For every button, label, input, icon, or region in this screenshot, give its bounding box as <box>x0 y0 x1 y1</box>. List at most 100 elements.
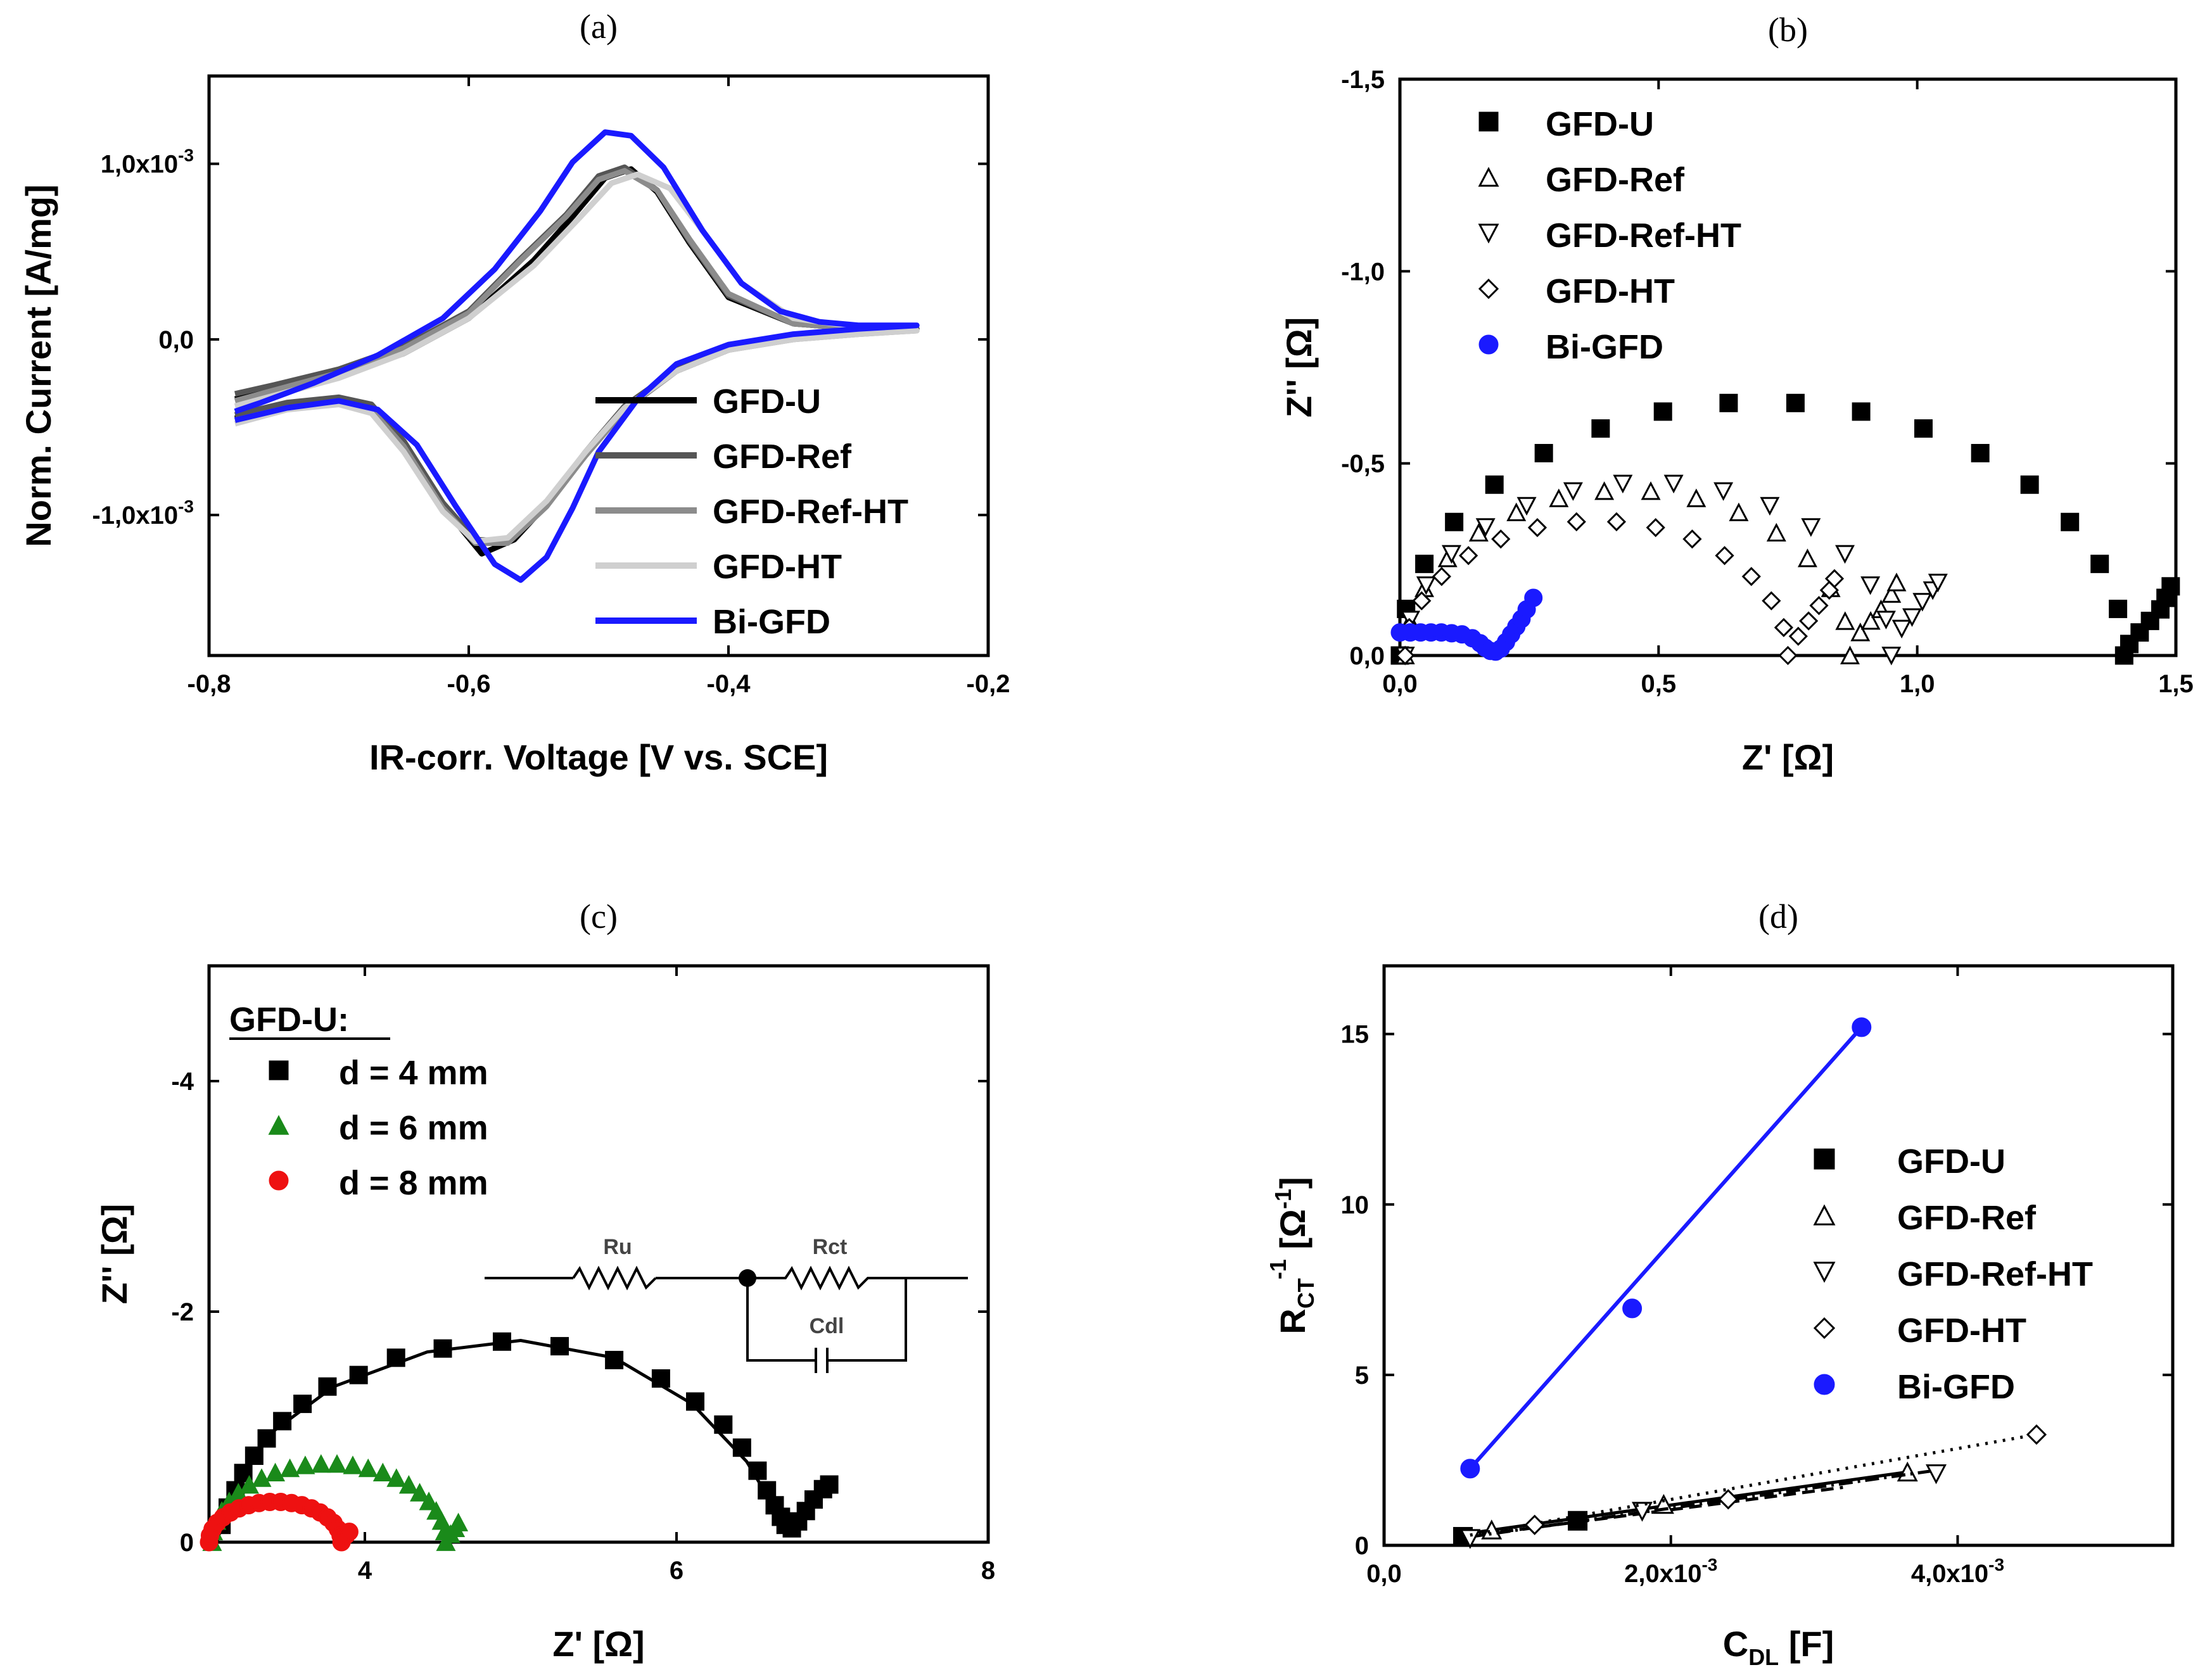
legend-marker <box>1813 1317 1836 1340</box>
series-d-=-8-mm <box>200 1493 359 1552</box>
y-axis-label: Z'' [Ω] <box>1279 317 1319 418</box>
legend-label: GFD-Ref-HT <box>713 493 908 531</box>
x-tick-label-text: 0,5 <box>1641 670 1677 698</box>
y-tick-label: 0,0 <box>1349 642 1385 670</box>
data-point <box>251 1468 272 1487</box>
legend-label: GFD-U <box>713 383 821 421</box>
y-tick-label-text: -1,0 <box>1341 258 1385 286</box>
data-point <box>1416 576 1436 595</box>
data-point <box>386 1348 405 1367</box>
data-point <box>1786 393 1805 412</box>
data-point <box>686 1392 705 1411</box>
x-tick-label-text: 6 <box>670 1557 683 1585</box>
data-point <box>433 1339 452 1358</box>
legend-label: GFD-HT <box>713 548 842 586</box>
y-tick-label: 0 <box>180 1529 194 1557</box>
y-tick-label-text: -2 <box>171 1298 194 1326</box>
data-point <box>1641 481 1661 500</box>
legend-label: d = 8 mm <box>339 1164 488 1202</box>
legend-marker <box>1813 1204 1836 1226</box>
y-tick-label-text: 5 <box>1355 1362 1369 1390</box>
legend-label: Bi-GFD <box>713 603 830 641</box>
data-point <box>1881 647 1902 666</box>
plot-frame <box>1382 964 2175 1547</box>
data-point <box>340 1523 359 1542</box>
legend-marker <box>1478 278 1499 300</box>
y-axis-label-sub: CT <box>1293 1278 1319 1308</box>
data-point <box>1881 584 1902 603</box>
data-point <box>1852 402 1871 421</box>
data-point <box>293 1395 312 1414</box>
y-tick-label: 0 <box>1355 1532 1369 1560</box>
legend-marker <box>269 1170 289 1191</box>
data-point <box>1809 596 1829 616</box>
series-gfd-u <box>1390 393 2180 665</box>
x-tick-label-exp: -3 <box>1701 1555 1717 1574</box>
data-point <box>1563 482 1583 501</box>
data-point <box>758 1481 777 1500</box>
plot-frame <box>207 74 990 657</box>
equivalent-circuit-inset: Ru Rct Cdl <box>485 1235 968 1373</box>
data-point <box>820 1475 839 1494</box>
y-tick-label-text: -1,0x10 <box>92 502 178 529</box>
y-tick-label-text: 0,0 <box>1349 642 1385 670</box>
data-point <box>2020 475 2039 494</box>
x-axis-label-sub: DL <box>1748 1644 1779 1670</box>
resistor-ru <box>572 1265 657 1291</box>
data-point <box>1631 1502 1653 1522</box>
plot-frame <box>1398 77 2178 657</box>
legend-label: GFD-Ref <box>1546 161 1685 199</box>
x-tick-label-text: 4,0x10 <box>1911 1560 1988 1588</box>
legend-label: GFD-Ref <box>713 438 852 476</box>
data-point <box>550 1337 569 1356</box>
data-point <box>605 1350 624 1369</box>
x-tick-label-text: -0,4 <box>707 670 751 698</box>
data-point <box>257 1429 276 1448</box>
x-tick-label: 4 <box>358 1557 372 1585</box>
data-point <box>1719 393 1738 412</box>
legend-label: GFD-U <box>1546 105 1654 143</box>
data-point <box>1524 588 1543 607</box>
x-tick-label: -0,4 <box>707 670 751 698</box>
data-point <box>1591 419 1610 438</box>
x-axis-label: CDL [F] <box>1723 1624 1834 1670</box>
panel-label: (b) <box>1768 11 1808 49</box>
data-point <box>1460 1459 1480 1479</box>
data-point <box>1613 474 1633 494</box>
x-tick-label-text: -0,2 <box>967 670 1010 698</box>
legend-marker <box>1814 1148 1835 1170</box>
x-tick-label: 6 <box>670 1557 683 1585</box>
data-point <box>398 1474 419 1494</box>
y-tick-label-exp: -3 <box>178 146 194 165</box>
cv-curve-bi-gfd <box>234 129 920 583</box>
legend-label: d = 4 mm <box>339 1054 488 1092</box>
x-axis-label-unit: [F] <box>1779 1624 1834 1664</box>
y-tick-label-text: 10 <box>1341 1191 1370 1219</box>
panel-label: (c) <box>580 897 618 935</box>
x-tick-label-text: -0,6 <box>447 670 491 698</box>
x-axis-label: Z' [Ω] <box>552 1624 644 1664</box>
data-point <box>1468 522 1489 542</box>
data-point <box>2161 577 2180 596</box>
axes-panel-a: -0,8 -0,6 -0,4 -0,21,0x10-30,0-1,0x10-3(a)I… <box>18 8 1010 777</box>
y-tick-label-text: -0,5 <box>1341 450 1385 478</box>
data-point <box>1852 1017 1872 1037</box>
data-point <box>318 1377 337 1396</box>
data-point <box>1412 591 1432 611</box>
legend-marker <box>269 1060 289 1080</box>
legend-title: GFD-U: <box>229 1001 349 1039</box>
data-point <box>1860 576 1881 595</box>
x-tick-label: 4,0x10-3 <box>1911 1555 2004 1588</box>
circuit-label-ru: Ru <box>603 1235 632 1259</box>
data-point <box>343 1455 363 1474</box>
series-bi-gfd <box>1390 588 1543 661</box>
data-point <box>1762 591 1781 611</box>
data-point <box>1766 522 1786 542</box>
panel-label: (d) <box>1758 897 1798 935</box>
x-tick-label-text: 4 <box>358 1557 372 1585</box>
data-point <box>1718 1489 1739 1510</box>
data-point <box>386 1468 407 1487</box>
data-point <box>748 1461 767 1480</box>
data-point <box>1646 517 1665 538</box>
